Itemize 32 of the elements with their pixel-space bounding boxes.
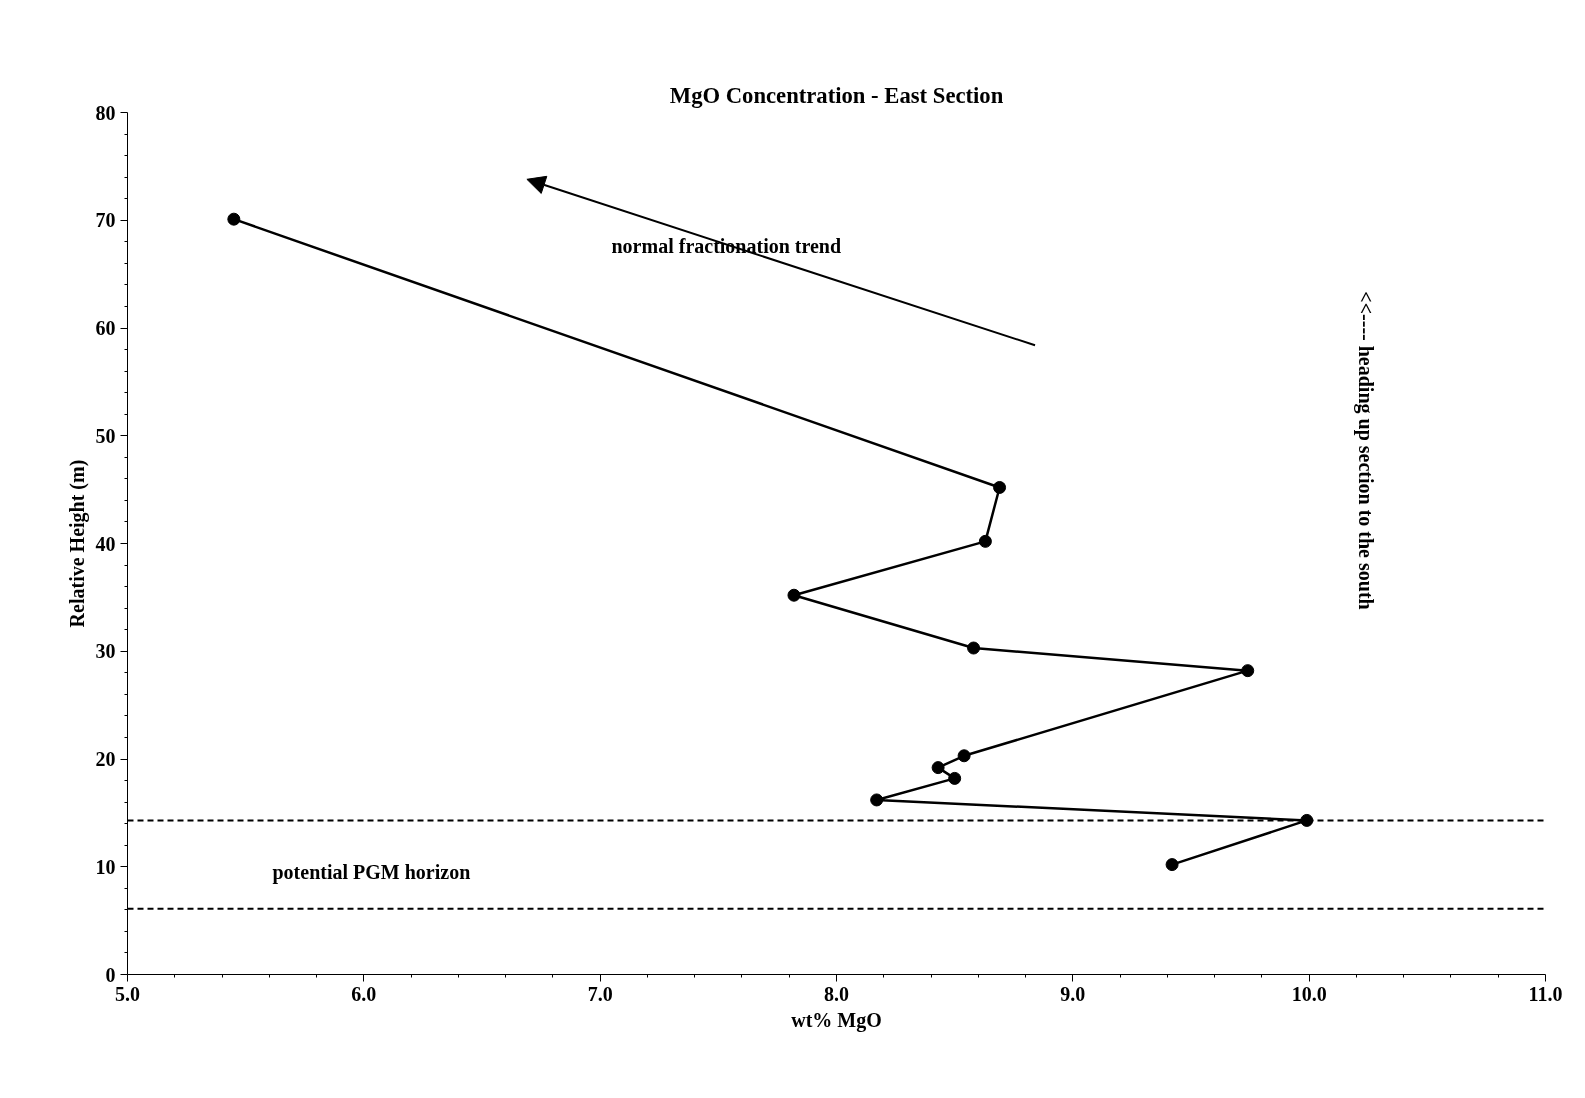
point <box>948 771 962 785</box>
y-tick-label: 20 <box>95 748 116 770</box>
y-tick-label: 40 <box>95 532 116 555</box>
point <box>957 749 971 763</box>
x-tick-label: 9.0 <box>1060 982 1086 1005</box>
chart-title: MgO Concentration - East Section <box>669 82 1004 108</box>
point <box>787 588 801 602</box>
annotation: <<---- heading up section to the south <box>1353 291 1377 610</box>
y-tick-label: 70 <box>95 209 116 232</box>
point <box>870 793 884 807</box>
y-tick-label: 0 <box>105 963 116 986</box>
point <box>931 761 945 775</box>
x-tick-label: 8.0 <box>824 982 849 1005</box>
x-axis-title: wt% MgO <box>791 1008 882 1032</box>
x-tick-label: 5.0 <box>115 982 140 1005</box>
x-tick-label: 11.0 <box>1528 982 1563 1005</box>
y-tick-label: 60 <box>95 317 116 339</box>
point <box>1165 858 1179 872</box>
x-tick-label: 6.0 <box>351 982 377 1005</box>
point <box>1241 664 1255 678</box>
y-axis-title: Relative Height (m) <box>65 459 89 628</box>
x-tick-label: 10.0 <box>1291 982 1327 1005</box>
point <box>967 641 981 655</box>
point <box>993 480 1007 494</box>
annotation: potential PGM horizon <box>272 860 471 884</box>
point <box>227 212 241 226</box>
x-tick-label: 7.0 <box>587 982 613 1005</box>
y-tick-label: 10 <box>95 855 116 878</box>
y-tick-label: 50 <box>95 424 116 447</box>
y-tick-label: 30 <box>95 640 116 663</box>
point <box>978 534 992 548</box>
y-tick-label: 80 <box>95 101 116 124</box>
